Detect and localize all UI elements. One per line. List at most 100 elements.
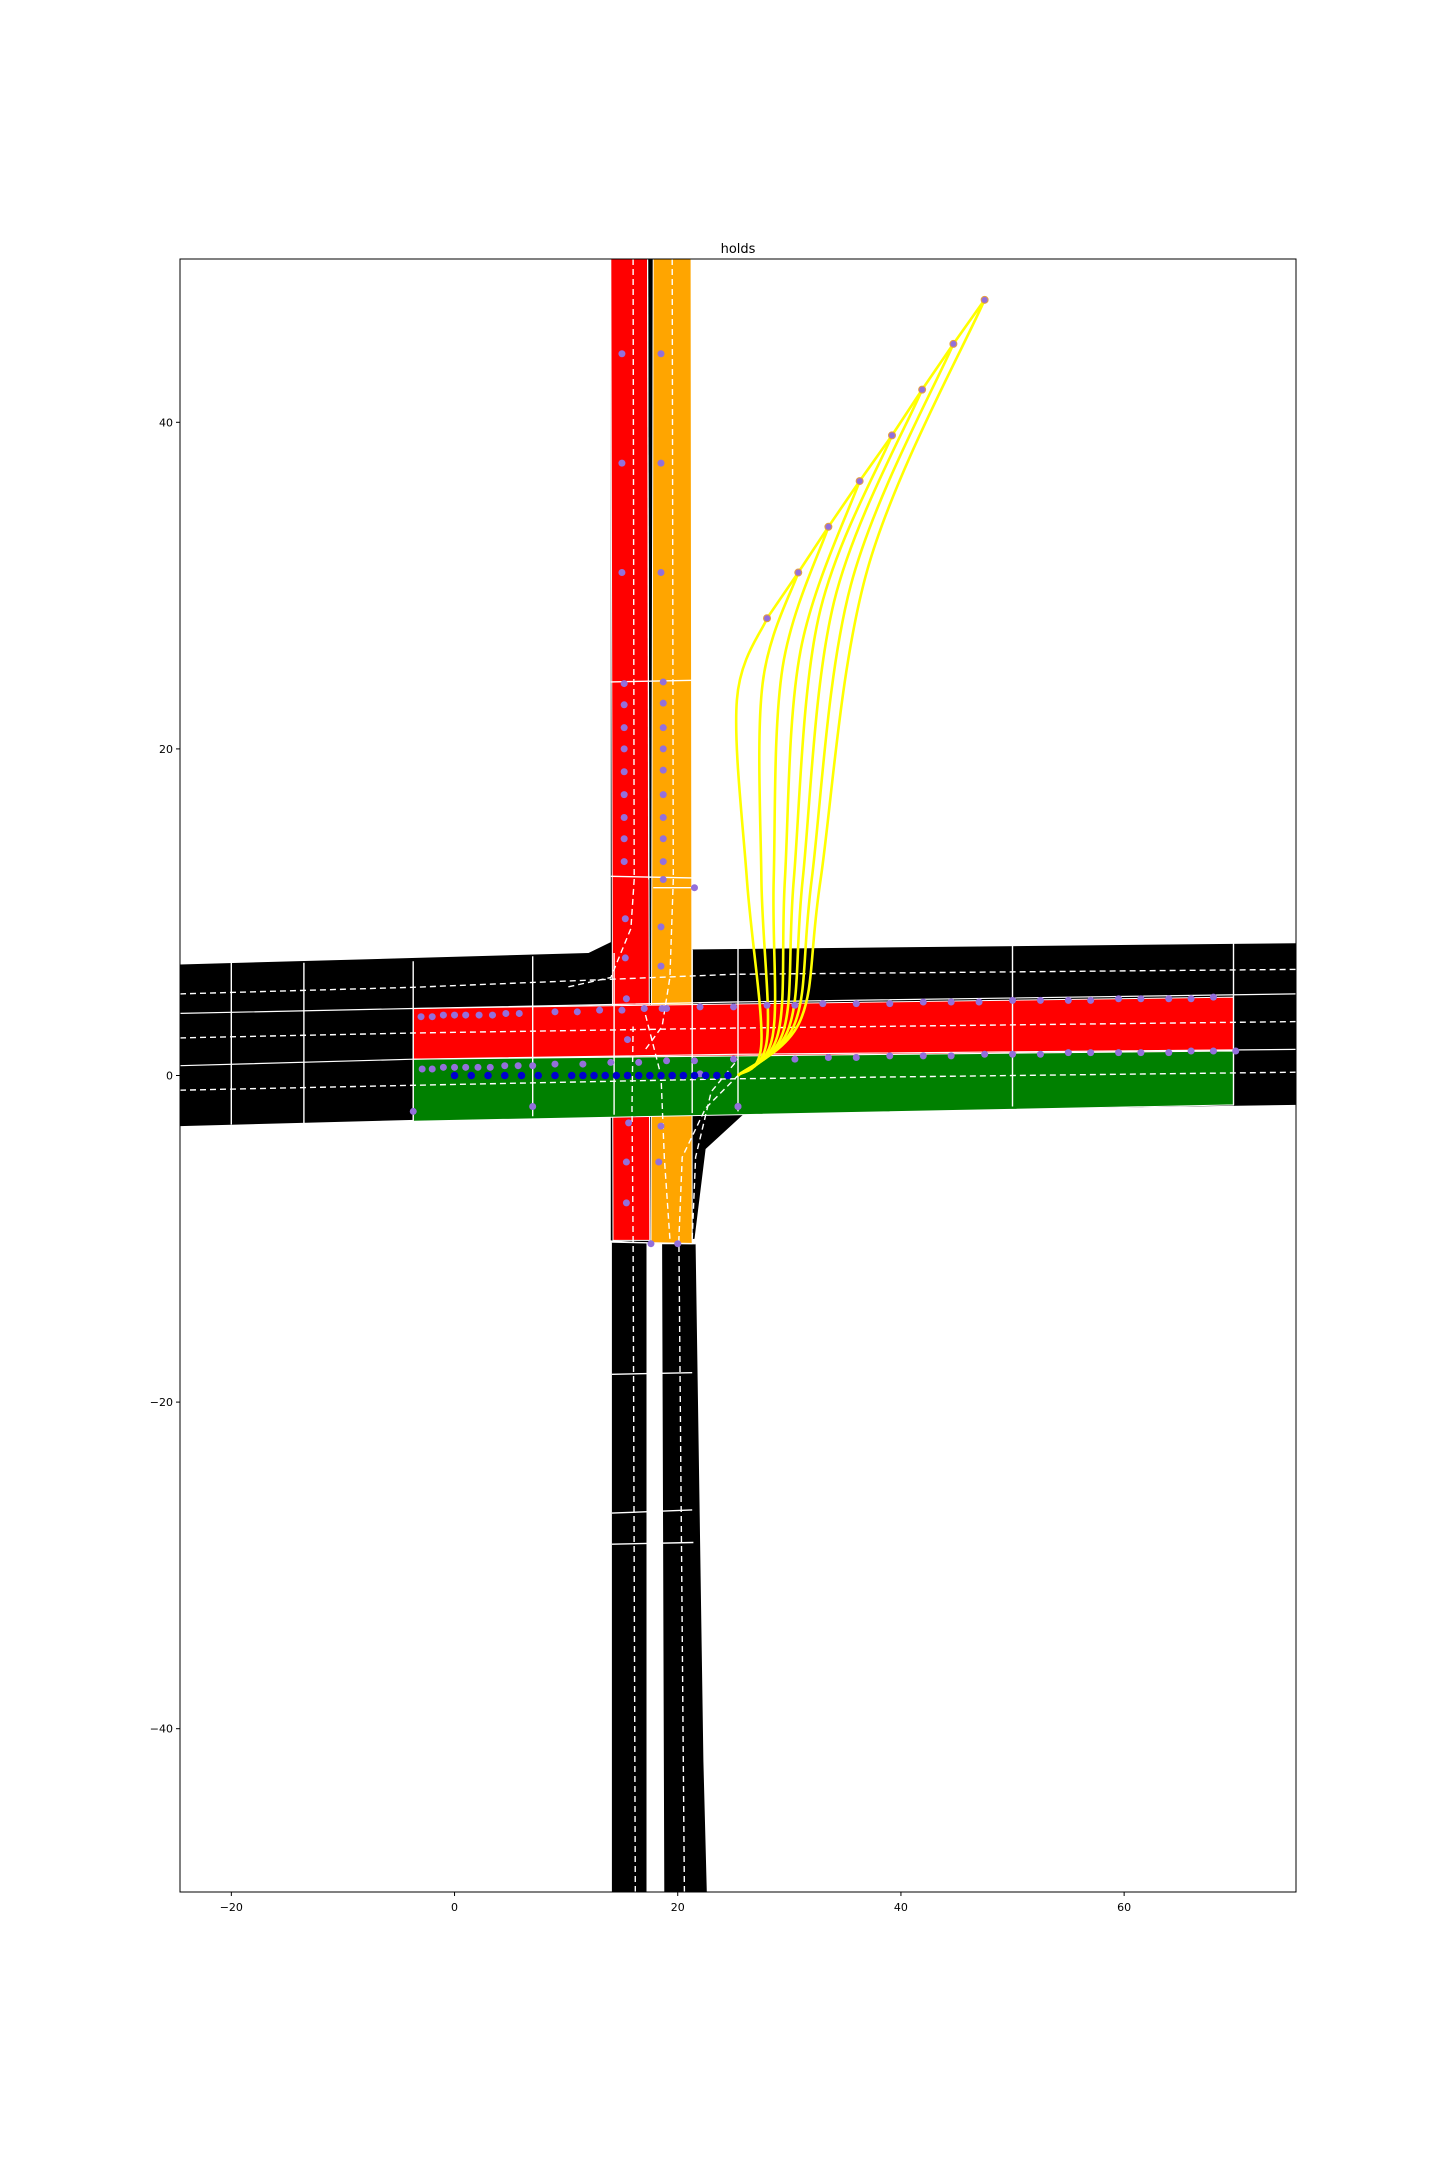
y-tick-label: 20 bbox=[159, 743, 173, 756]
lane-center-dashed-line bbox=[643, 259, 675, 1052]
waypoint-marker bbox=[622, 1199, 630, 1207]
ego-path-point bbox=[484, 1071, 492, 1080]
waypoint-marker bbox=[852, 1000, 860, 1008]
lane-center-dashed-line bbox=[565, 259, 635, 988]
waypoint-marker bbox=[659, 724, 667, 732]
waypoint-marker bbox=[417, 1013, 425, 1021]
ego-path-point bbox=[612, 1071, 621, 1080]
waypoint-marker bbox=[659, 876, 667, 884]
waypoint-marker bbox=[620, 835, 628, 843]
lane-segment-divider bbox=[611, 1372, 693, 1375]
waypoint-marker bbox=[663, 1057, 671, 1065]
trajectory-layer bbox=[734, 295, 989, 1077]
ego-path-point bbox=[634, 1071, 643, 1080]
lane-center-dashed-line bbox=[631, 1026, 636, 1892]
ego-path-point bbox=[579, 1071, 587, 1080]
ego-path-point bbox=[590, 1071, 598, 1080]
trajectory-endpoint-marker bbox=[794, 568, 803, 577]
waypoint-marker bbox=[696, 1003, 704, 1011]
waypoint-marker bbox=[674, 1240, 682, 1248]
waypoint-marker bbox=[622, 995, 630, 1003]
waypoint-marker bbox=[409, 1107, 417, 1115]
waypoint-marker bbox=[730, 1003, 738, 1011]
x-tick-label: 0 bbox=[451, 1901, 458, 1914]
x-tick-label: 20 bbox=[671, 1901, 685, 1914]
x-tick-label: 40 bbox=[894, 1901, 908, 1914]
vertical-road-south-left bbox=[611, 1242, 647, 1892]
lane-center-dashed-line bbox=[643, 1010, 671, 1239]
waypoint-marker bbox=[620, 680, 628, 688]
waypoint-marker bbox=[919, 1052, 927, 1060]
ego-path-point bbox=[601, 1071, 609, 1080]
waypoint-marker bbox=[621, 915, 629, 923]
trajectory-3 bbox=[737, 526, 830, 1077]
waypoint-marker bbox=[659, 699, 667, 707]
waypoint-marker bbox=[730, 1055, 738, 1063]
waypoint-marker bbox=[947, 998, 955, 1006]
ego-path-point bbox=[657, 1071, 665, 1080]
vertical-road-south-right bbox=[662, 1243, 707, 1892]
waypoint-marker bbox=[657, 962, 665, 970]
trajectory-endpoint-marker bbox=[824, 522, 833, 531]
waypoint-marker bbox=[657, 459, 665, 467]
lane-center-dashed-line bbox=[180, 968, 1296, 995]
waypoint-marker bbox=[659, 791, 667, 799]
ego-path-point bbox=[623, 1071, 632, 1080]
lane-boundary-line bbox=[650, 1243, 655, 1892]
waypoint-marker bbox=[620, 768, 628, 776]
waypoint-marker bbox=[655, 1158, 663, 1166]
waypoint-marker bbox=[551, 1060, 559, 1068]
waypoint-marker bbox=[1009, 996, 1017, 1004]
trajectory-7 bbox=[737, 343, 955, 1077]
waypoint-marker bbox=[1087, 996, 1095, 1004]
waypoint-marker bbox=[621, 954, 629, 962]
waypoint-marker bbox=[635, 1058, 643, 1066]
waypoint-marker bbox=[1232, 1047, 1240, 1055]
waypoint-marker bbox=[620, 791, 628, 799]
waypoint-marker bbox=[1064, 996, 1072, 1004]
y-axis: −40 −20 0 20 40 bbox=[150, 416, 180, 1736]
ego-path-point bbox=[679, 1071, 688, 1080]
x-tick-label: −20 bbox=[220, 1901, 243, 1914]
y-tick-label: −20 bbox=[150, 1396, 173, 1409]
trajectory-endpoint-marker bbox=[918, 385, 927, 394]
waypoint-marker bbox=[624, 1036, 632, 1044]
waypoint-marker bbox=[975, 998, 983, 1006]
waypoint-marker bbox=[622, 1158, 630, 1166]
lane-segment-divider bbox=[611, 1541, 694, 1545]
lane-segment-divider bbox=[610, 875, 693, 879]
waypoint-marker bbox=[439, 1063, 447, 1071]
waypoint-marker bbox=[659, 835, 667, 843]
waypoint-marker bbox=[607, 1058, 615, 1066]
waypoint-marker bbox=[659, 813, 667, 821]
ego-path-point bbox=[450, 1071, 459, 1080]
waypoint-marker bbox=[1165, 995, 1173, 1003]
waypoint-marker bbox=[1009, 1050, 1017, 1058]
waypoint-marker bbox=[620, 858, 628, 866]
trajectory-1 bbox=[734, 617, 769, 1077]
waypoint-marker bbox=[618, 459, 626, 467]
ego-path-point bbox=[724, 1071, 732, 1080]
waypoint-marker bbox=[462, 1063, 470, 1071]
trajectory-endpoint-marker bbox=[763, 614, 772, 623]
ego-path-point bbox=[500, 1071, 509, 1080]
waypoint-marker bbox=[474, 1063, 482, 1071]
waypoint-marker bbox=[824, 1054, 832, 1062]
waypoint-marker bbox=[475, 1011, 483, 1019]
ego-path-point bbox=[690, 1071, 699, 1080]
waypoint-marker bbox=[1209, 993, 1217, 1001]
waypoint-marker bbox=[620, 724, 628, 732]
waypoint-marker bbox=[1187, 1047, 1195, 1055]
waypoint-marker bbox=[657, 1122, 665, 1130]
waypoint-marker bbox=[791, 1001, 799, 1009]
waypoint-marker bbox=[947, 1052, 955, 1060]
waypoint-marker bbox=[462, 1011, 470, 1019]
waypoint-marker bbox=[1137, 1049, 1145, 1057]
waypoint-marker bbox=[529, 1103, 537, 1111]
waypoint-marker bbox=[852, 1054, 860, 1062]
waypoint-marker bbox=[1036, 996, 1044, 1004]
waypoint-marker bbox=[618, 569, 626, 577]
waypoint-marker bbox=[1209, 1047, 1217, 1055]
waypoint-marker bbox=[1115, 995, 1123, 1003]
